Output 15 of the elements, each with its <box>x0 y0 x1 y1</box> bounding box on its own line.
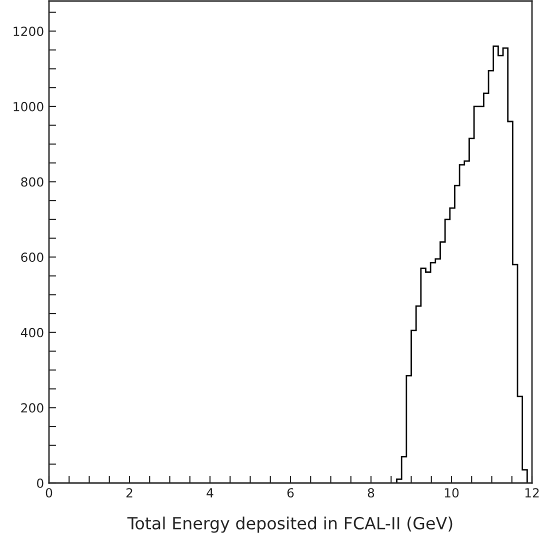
x-tick-label: 2 <box>126 488 132 498</box>
x-tick-label: 6 <box>287 488 294 498</box>
y-tick-label: 1000 <box>14 102 44 112</box>
x-tick-label: 8 <box>368 488 374 498</box>
y-tick-label: 200 <box>21 403 44 413</box>
y-tick-label: 1200 <box>14 26 44 36</box>
x-tick-label: 4 <box>206 488 214 498</box>
y-tick-label: 800 <box>21 177 44 187</box>
x-tick-label: 0 <box>46 488 52 498</box>
x-tick-label: 12 <box>525 488 539 498</box>
y-tick-label: 0 <box>37 478 44 488</box>
x-tick-label: 10 <box>444 488 459 498</box>
y-tick-label: 600 <box>21 252 44 262</box>
y-tick-label: 400 <box>20 328 44 338</box>
x-axis-title: Total Energy deposited in FCAL-II (GeV) <box>127 516 452 533</box>
